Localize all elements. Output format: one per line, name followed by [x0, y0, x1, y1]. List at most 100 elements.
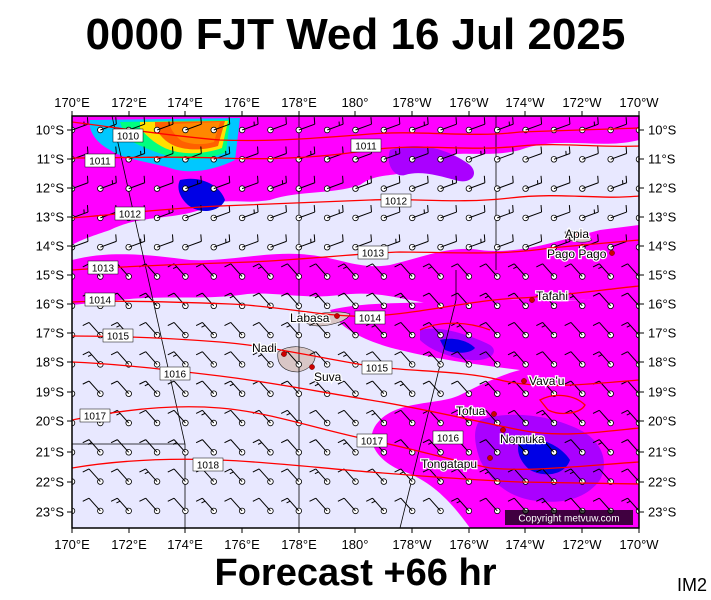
wind-barb — [323, 117, 344, 134]
wind-barb — [479, 263, 501, 280]
wind-barb — [507, 351, 529, 368]
wind-barb — [437, 175, 458, 192]
lon-label-bottom: 170°W — [619, 537, 659, 552]
wind-barb — [536, 380, 558, 397]
svg-text:Pago Pago: Pago Pago — [547, 247, 607, 261]
wind-barb — [579, 205, 599, 222]
wind-barb — [479, 292, 501, 309]
wind-barb — [579, 146, 599, 163]
lat-label-right: 10°S — [648, 123, 677, 138]
wind-barb — [409, 175, 429, 192]
wind-barb — [210, 175, 231, 192]
wind-barb — [238, 205, 259, 222]
wind-barb — [352, 175, 372, 192]
wind-barb — [195, 321, 217, 339]
precipitation-layer — [72, 116, 639, 528]
wind-barb — [465, 117, 486, 134]
wind-barb — [507, 409, 529, 427]
wind-barb — [592, 292, 614, 309]
lat-label-right: 12°S — [648, 181, 677, 196]
wind-barb — [323, 175, 344, 192]
place-markers: Apia Pago Pago Tafahi Labasa Nadi Suva Vava'u T… — [251, 226, 615, 472]
wind-barb — [210, 205, 231, 222]
wind-barb — [564, 351, 586, 368]
place-marker: Nomuka — [499, 427, 546, 447]
wind-barb — [139, 497, 161, 515]
lat-label-right: 19°S — [648, 385, 677, 400]
wind-barb — [224, 409, 246, 427]
wind-barb — [380, 146, 401, 163]
lat-label-left: 20°S — [36, 414, 65, 429]
lat-label-right: 13°S — [648, 210, 677, 225]
copyright-box — [505, 510, 633, 525]
wind-barb — [167, 439, 189, 456]
wind-barb — [252, 263, 274, 280]
lon-label-top: 170°W — [619, 95, 659, 110]
svg-text:Nomuka: Nomuka — [500, 432, 545, 446]
lat-label-left: 19°S — [36, 385, 65, 400]
wind-barb — [139, 380, 161, 397]
wind-barb — [366, 497, 388, 515]
wind-barb — [252, 321, 274, 339]
svg-text:Suva: Suva — [314, 370, 342, 384]
wind-barb — [507, 439, 529, 456]
svg-text:1012: 1012 — [119, 210, 142, 221]
wind-barb — [252, 468, 274, 485]
wind-barb — [494, 234, 514, 251]
wind-barb — [494, 205, 514, 222]
wind-barb — [592, 321, 614, 339]
isobar-label: 1011 — [350, 138, 382, 153]
svg-text:1011: 1011 — [89, 157, 111, 168]
wind-barb — [494, 117, 514, 134]
wind-barb — [592, 409, 614, 427]
wind-barb — [280, 263, 302, 280]
place-marker: Tofua — [455, 403, 497, 419]
wind-barb — [295, 234, 316, 251]
svg-text:1014: 1014 — [89, 296, 112, 307]
wind-barb — [295, 175, 316, 192]
wind-barb — [394, 263, 416, 280]
wind-barb — [337, 351, 359, 368]
lon-label-top: 174°E — [167, 95, 203, 110]
wind-barb — [82, 380, 104, 397]
svg-text:1015: 1015 — [107, 332, 130, 343]
wind-barb — [550, 175, 571, 192]
wind-barb — [607, 175, 628, 192]
wind-barb — [252, 497, 274, 515]
place-marker: Nadi — [251, 340, 287, 357]
wind-barb — [507, 321, 529, 339]
wind-barb — [409, 117, 429, 134]
wind-barb — [536, 292, 558, 309]
wind-barb — [550, 146, 571, 163]
wind-barb — [252, 439, 274, 456]
wind-barb — [536, 321, 558, 339]
wind-barb — [97, 234, 117, 251]
wind-barb — [337, 497, 359, 515]
svg-text:Vava'u: Vava'u — [529, 374, 564, 388]
wind-barb — [167, 321, 189, 339]
svg-text:1012: 1012 — [385, 197, 408, 208]
wind-barb — [465, 146, 486, 163]
lat-label-right: 20°S — [648, 414, 677, 429]
wind-barb — [139, 321, 161, 339]
wind-barb — [437, 146, 458, 163]
lon-label-bottom: 180° — [342, 537, 369, 552]
wind-barb — [507, 292, 529, 309]
place-marker: Tongatapu — [420, 455, 493, 472]
isobar-label: 1016 — [432, 430, 464, 445]
wind-barb — [394, 292, 416, 309]
wind-barb — [451, 409, 473, 427]
svg-text:1016: 1016 — [164, 370, 187, 381]
wind-barb — [337, 263, 359, 280]
lat-label-left: 15°S — [36, 268, 65, 283]
svg-text:1013: 1013 — [92, 264, 115, 275]
wind-barb — [182, 175, 202, 192]
wind-barb — [366, 409, 388, 427]
wind-barb — [139, 351, 161, 368]
wind-barb — [409, 205, 429, 222]
wind-barb — [97, 175, 117, 192]
wind-barb — [182, 234, 202, 251]
wind-barb — [479, 351, 501, 368]
lat-label-right: 15°S — [648, 268, 677, 283]
wind-barb — [139, 439, 161, 456]
